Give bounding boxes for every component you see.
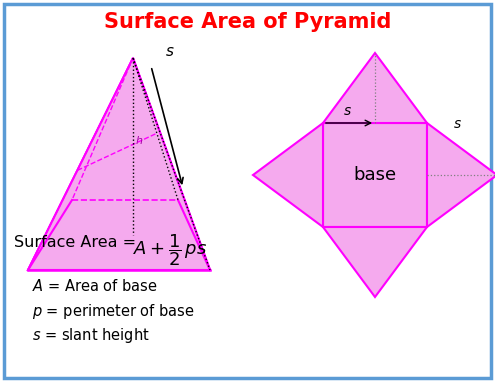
Polygon shape: [28, 58, 210, 270]
Text: $p$ = perimeter of base: $p$ = perimeter of base: [32, 302, 195, 321]
Text: Surface Area of Pyramid: Surface Area of Pyramid: [104, 12, 392, 32]
Text: h: h: [136, 136, 143, 147]
Text: base: base: [353, 166, 396, 184]
Text: $s$ = slant height: $s$ = slant height: [32, 326, 149, 345]
Polygon shape: [323, 227, 427, 297]
Text: s: s: [454, 117, 461, 131]
Polygon shape: [427, 123, 495, 227]
Polygon shape: [133, 58, 210, 270]
Polygon shape: [323, 123, 427, 227]
Polygon shape: [253, 123, 323, 227]
FancyBboxPatch shape: [4, 4, 491, 378]
Text: Surface Area =: Surface Area =: [14, 235, 141, 250]
Polygon shape: [28, 58, 133, 270]
Text: s: s: [166, 44, 174, 59]
Polygon shape: [72, 58, 178, 200]
Text: $A$ = Area of base: $A$ = Area of base: [32, 278, 158, 294]
Polygon shape: [323, 53, 427, 123]
Text: s: s: [344, 104, 350, 118]
Text: $A + \dfrac{1}{2}\,ps$: $A + \dfrac{1}{2}\,ps$: [133, 232, 207, 268]
